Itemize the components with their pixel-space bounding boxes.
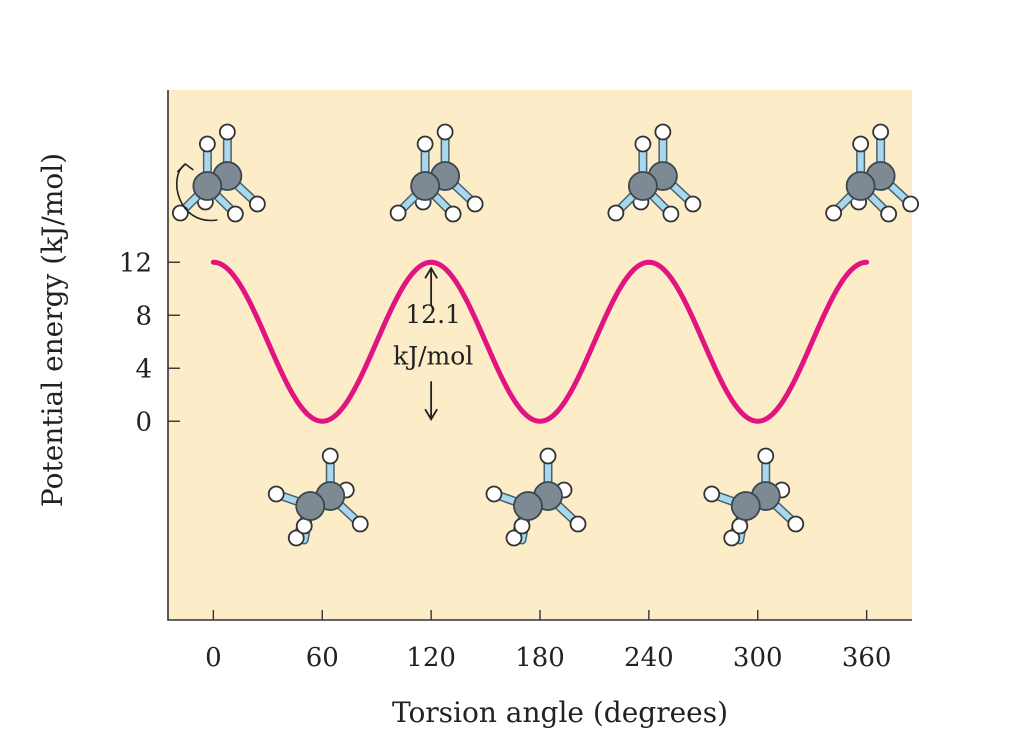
eclipsed-ethane-icon bbox=[607, 123, 702, 223]
y-axis-ticks: 0 4 8 12 bbox=[119, 248, 180, 437]
annotation-unit: kJ/mol bbox=[393, 341, 473, 370]
x-axis-ticks: 0 60 120 180 240 300 360 bbox=[205, 610, 891, 673]
x-tick-label: 180 bbox=[515, 643, 565, 673]
barrier-annotation: 12.1 kJ/mol bbox=[393, 266, 473, 421]
arrow-up-head bbox=[424, 266, 438, 279]
arrow-down-head bbox=[424, 408, 438, 421]
x-tick-label: 240 bbox=[624, 643, 674, 673]
y-tick-label: 4 bbox=[135, 354, 152, 384]
plot-background bbox=[168, 90, 912, 620]
x-tick-label: 0 bbox=[205, 643, 222, 673]
x-tick-label: 120 bbox=[406, 643, 456, 673]
eclipsed-ethane-icon bbox=[389, 123, 484, 223]
staggered-ethane-icon bbox=[703, 447, 805, 547]
molecule-illustrations bbox=[171, 123, 920, 547]
x-axis-title: Torsion angle (degrees) bbox=[392, 696, 728, 729]
y-tick-label: 8 bbox=[135, 301, 152, 331]
y-axis-title: Potential energy (kJ/mol) bbox=[36, 153, 69, 507]
x-tick-label: 360 bbox=[842, 643, 892, 673]
y-tick-label: 12 bbox=[119, 248, 152, 278]
eclipsed-ethane-icon bbox=[825, 123, 920, 223]
staggered-ethane-icon bbox=[267, 447, 369, 547]
annotation-value: 12.1 bbox=[405, 300, 461, 329]
y-tick-label: 0 bbox=[135, 407, 152, 437]
x-tick-label: 300 bbox=[733, 643, 783, 673]
staggered-ethane-icon bbox=[485, 447, 587, 547]
energy-curve bbox=[210, 259, 870, 424]
axes bbox=[167, 90, 912, 621]
x-tick-label: 60 bbox=[306, 643, 339, 673]
